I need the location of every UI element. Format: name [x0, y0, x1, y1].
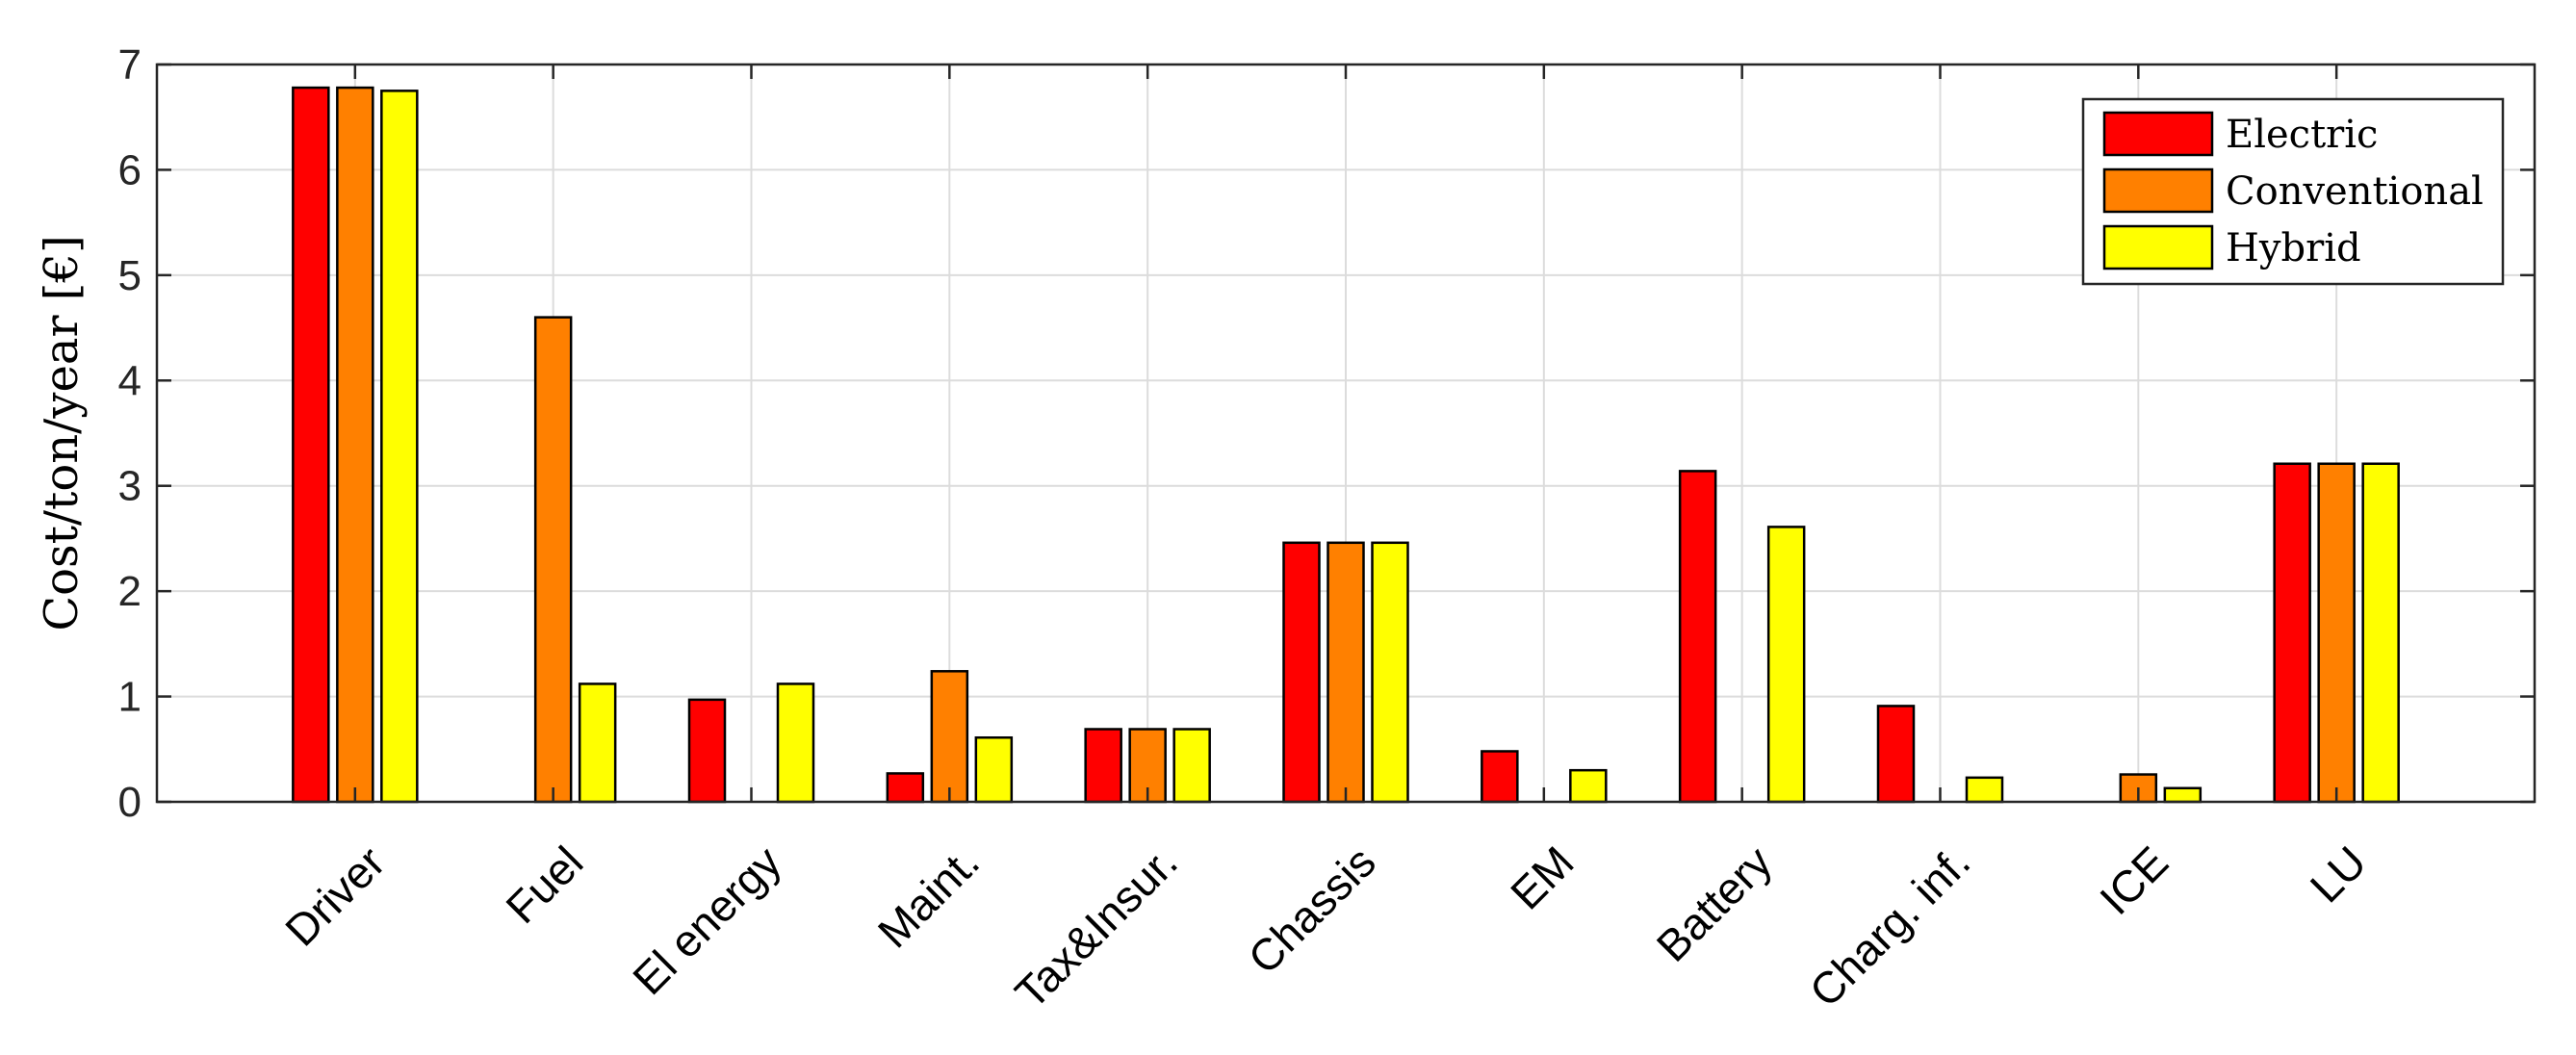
- bar-conventional-1: [533, 316, 573, 804]
- bar-electric-2: [687, 698, 727, 804]
- bar-hybrid-10: [2361, 462, 2400, 804]
- legend-label-hybrid: Hybrid: [2226, 226, 2361, 270]
- bar-hybrid-3: [974, 735, 1014, 804]
- axis-ticks: [157, 63, 2535, 804]
- bar-hybrid-5: [1371, 541, 1409, 804]
- bars: [292, 86, 2400, 804]
- bar-electric-5: [1282, 541, 1321, 804]
- bar-hybrid-4: [1172, 728, 1211, 804]
- bar-electric-10: [2273, 462, 2311, 804]
- legend-swatch-hybrid: [2102, 224, 2214, 270]
- y-tick-label: 6: [118, 146, 142, 193]
- legend-swatch-conventional: [2102, 167, 2214, 214]
- bar-hybrid-1: [578, 682, 617, 804]
- bar-conventional-5: [1327, 541, 1365, 804]
- legend-swatch-electric: [2102, 111, 2214, 157]
- bar-hybrid-2: [776, 682, 815, 804]
- bar-conventional-3: [930, 670, 969, 804]
- y-tick-label: 4: [118, 357, 142, 404]
- y-axis-label: Cost/ton/year [€]: [35, 235, 89, 630]
- legend: Electric Conventional Hybrid: [2081, 97, 2505, 286]
- y-tick-labels: 0 1 2 3 4 5 6 7: [118, 41, 142, 826]
- bar-electric-0: [292, 86, 330, 804]
- bar-hybrid-0: [380, 90, 419, 804]
- bar-electric-8: [1876, 705, 1916, 804]
- y-tick-label: 1: [118, 674, 142, 721]
- y-tick-label: 0: [118, 779, 142, 826]
- bar-hybrid-9: [2163, 786, 2202, 804]
- y-tick-label: 5: [118, 252, 142, 299]
- bar-electric-4: [1084, 728, 1122, 804]
- legend-label-conventional: Conventional: [2226, 169, 2484, 214]
- bar-hybrid-7: [1766, 526, 1806, 804]
- y-tick-label: 3: [118, 463, 142, 510]
- bar-electric-7: [1678, 470, 1717, 804]
- bar-conventional-0: [336, 86, 374, 804]
- legend-label-electric: Electric: [2226, 113, 2378, 157]
- bar-electric-3: [886, 772, 925, 804]
- bar-hybrid-8: [1965, 776, 2004, 804]
- y-tick-label: 2: [118, 568, 142, 615]
- y-tick-label: 7: [118, 41, 142, 89]
- bar-electric-6: [1481, 750, 1519, 804]
- bar-conventional-10: [2317, 462, 2356, 804]
- bar-hybrid-6: [1569, 768, 1608, 804]
